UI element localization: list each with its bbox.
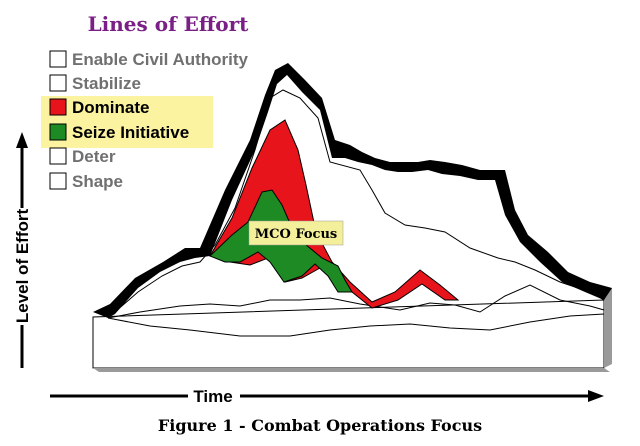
base-bottom-shade: [93, 368, 610, 372]
legend-label: Deter: [72, 147, 116, 166]
legend-item-seize-initiative: Seize Initiative: [49, 123, 189, 142]
legend-swatch: [49, 172, 67, 190]
callout-box: [248, 220, 344, 246]
shape-line: [107, 313, 605, 337]
base-block: [92, 288, 612, 372]
stabilize-line: [107, 89, 605, 319]
legend-label: Shape: [72, 172, 123, 191]
diagram-title: Lines of Effort: [88, 12, 250, 36]
legend-swatch: [49, 123, 67, 141]
deter-line: [107, 284, 605, 319]
legend-swatch: [49, 147, 67, 165]
legend: Enable Civil Authority Stabilize Dominat…: [49, 50, 249, 191]
x-axis: Time: [50, 387, 604, 406]
legend-item-stabilize: Stabilize: [49, 74, 141, 93]
figure-caption: Figure 1 - Combat Operations Focus: [158, 416, 482, 435]
legend-label: Enable Civil Authority: [72, 50, 249, 69]
enable-civil-authority-band: [93, 63, 612, 318]
callout-label: MCO Focus: [255, 227, 337, 242]
base-front-face: [92, 299, 605, 369]
legend-label: Dominate: [72, 98, 149, 117]
legend-swatch: [49, 50, 67, 68]
base-side-shade: [604, 288, 612, 368]
y-axis: Level of Effort: [13, 132, 32, 368]
mco-focus-callout: MCO Focus: [248, 220, 344, 246]
legend-label: Stabilize: [72, 74, 141, 93]
legend-item-deter: Deter: [49, 147, 116, 166]
y-axis-label: Level of Effort: [13, 209, 32, 324]
y-axis-arrowhead-icon: [16, 132, 28, 148]
legend-item-dominate: Dominate: [49, 98, 149, 117]
x-axis-arrowhead-icon: [588, 390, 604, 402]
legend-swatch: [49, 98, 67, 116]
x-axis-label: Time: [193, 387, 232, 406]
legend-swatch: [49, 74, 67, 92]
legend-item-shape: Shape: [49, 172, 123, 191]
legend-item-enable-civil-authority: Enable Civil Authority: [49, 50, 249, 69]
legend-label: Seize Initiative: [72, 123, 189, 142]
legend-highlight-panel: [41, 96, 213, 148]
